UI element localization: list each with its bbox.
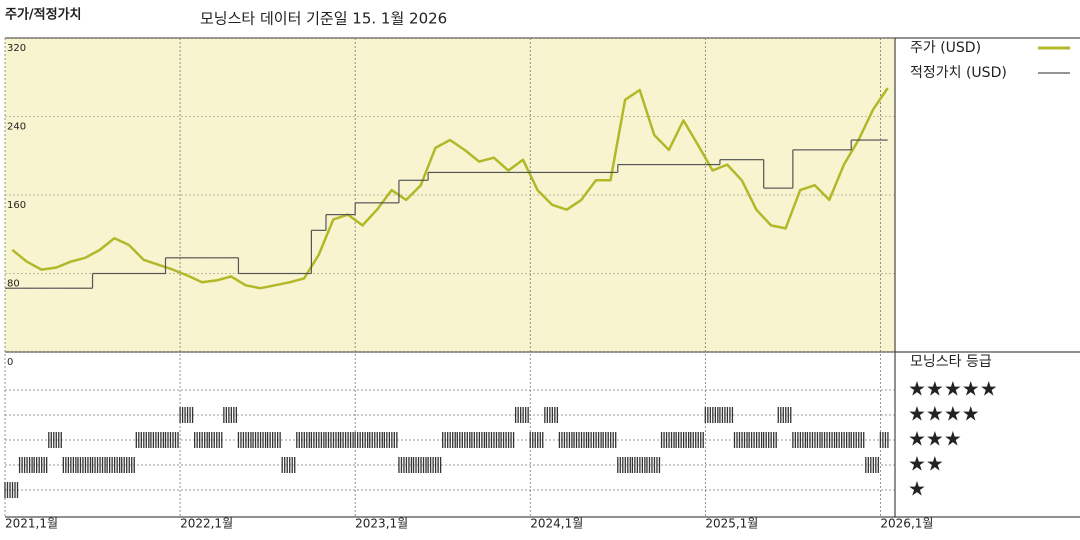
rating-bar <box>733 432 748 448</box>
rating-bar <box>164 432 179 448</box>
rating-bar <box>33 457 48 473</box>
rating-bar <box>427 457 442 473</box>
rating-bar <box>194 432 208 448</box>
rating-bar <box>558 432 573 448</box>
rating-bar <box>748 432 763 448</box>
rating-bar <box>792 432 807 448</box>
rating-bar <box>310 432 325 448</box>
x-tick-label: 2025,1월 <box>705 517 758 531</box>
chart-title: 주가/적정가치 <box>5 7 82 23</box>
rating-bar <box>77 457 92 473</box>
rating-bar <box>485 432 500 448</box>
rating-bar <box>587 432 602 448</box>
rating-bar <box>237 432 252 448</box>
rating-bar <box>354 432 369 448</box>
rating-bar <box>704 407 719 423</box>
rating-label: ★★ <box>908 452 944 476</box>
y-tick-label: 240 <box>7 122 26 133</box>
rating-bar <box>4 482 19 498</box>
rating-label: ★★★ <box>908 427 962 451</box>
rating-bar <box>339 432 354 448</box>
rating-bar <box>179 407 194 423</box>
price-line <box>11 87 889 290</box>
y-tick-label: 160 <box>7 200 26 211</box>
rating-bar <box>91 457 106 473</box>
rating-bar <box>106 457 121 473</box>
rating-bar <box>252 432 267 448</box>
rating-bar <box>18 457 33 473</box>
rating-bar <box>325 432 340 448</box>
rating-bar <box>281 457 296 473</box>
rating-label: ★★★★ <box>908 402 980 426</box>
x-tick-label: 2026,1월 <box>880 517 933 531</box>
rating-bar <box>412 457 427 473</box>
y-tick-label: 0 <box>7 357 13 368</box>
rating-bar <box>719 407 734 423</box>
rating-bar <box>631 457 646 473</box>
rating-bar <box>777 407 792 423</box>
rating-bar <box>442 432 456 448</box>
rating-bar <box>369 432 383 448</box>
rating-bar <box>62 457 77 473</box>
rating-bar <box>821 432 836 448</box>
rating-bar <box>456 432 471 448</box>
rating-bar <box>865 457 879 473</box>
y-tick-label: 320 <box>7 43 26 54</box>
rating-bar <box>602 432 617 448</box>
rating-bar <box>850 432 865 448</box>
rating-bar <box>48 432 62 448</box>
rating-bar <box>383 432 398 448</box>
rating-bar <box>544 407 558 423</box>
y-tick-label: 80 <box>7 279 20 290</box>
rating-bar <box>471 432 486 448</box>
rating-bar <box>135 432 150 448</box>
rating-bar <box>223 407 238 423</box>
x-tick-label: 2022,1월 <box>180 517 233 531</box>
rating-bar <box>660 432 675 448</box>
rating-bar <box>266 432 281 448</box>
rating-bar <box>150 432 165 448</box>
rating-bar <box>675 432 690 448</box>
chart-subtitle: 모닝스타 데이터 기준일 15. 1월 2026 <box>200 10 447 28</box>
rating-bar <box>529 432 544 448</box>
rating-bar <box>879 432 889 448</box>
rating-label: ★ <box>908 477 926 501</box>
legend-label: 적정가치 (USD) <box>910 65 1007 81</box>
rating-bar <box>208 432 223 448</box>
rating-bar <box>617 457 631 473</box>
rating-bar <box>515 407 529 423</box>
rating-bar <box>835 432 850 448</box>
rating-label: ★★★★★ <box>908 377 998 401</box>
rating-bar <box>763 432 777 448</box>
rating-bar <box>121 457 135 473</box>
rating-bar <box>806 432 821 448</box>
rating-bar <box>690 432 704 448</box>
x-tick-label: 2024,1월 <box>530 517 583 531</box>
rating-bar <box>500 432 515 448</box>
rating-bar <box>296 432 310 448</box>
x-tick-label: 2023,1월 <box>355 517 408 531</box>
x-tick-label: 2021,1월 <box>5 517 58 531</box>
rating-title: 모닝스타 등급 <box>910 354 992 370</box>
rating-bar <box>646 457 661 473</box>
rating-bar <box>398 457 413 473</box>
rating-bar <box>573 432 588 448</box>
legend-label: 주가 (USD) <box>910 40 981 56</box>
